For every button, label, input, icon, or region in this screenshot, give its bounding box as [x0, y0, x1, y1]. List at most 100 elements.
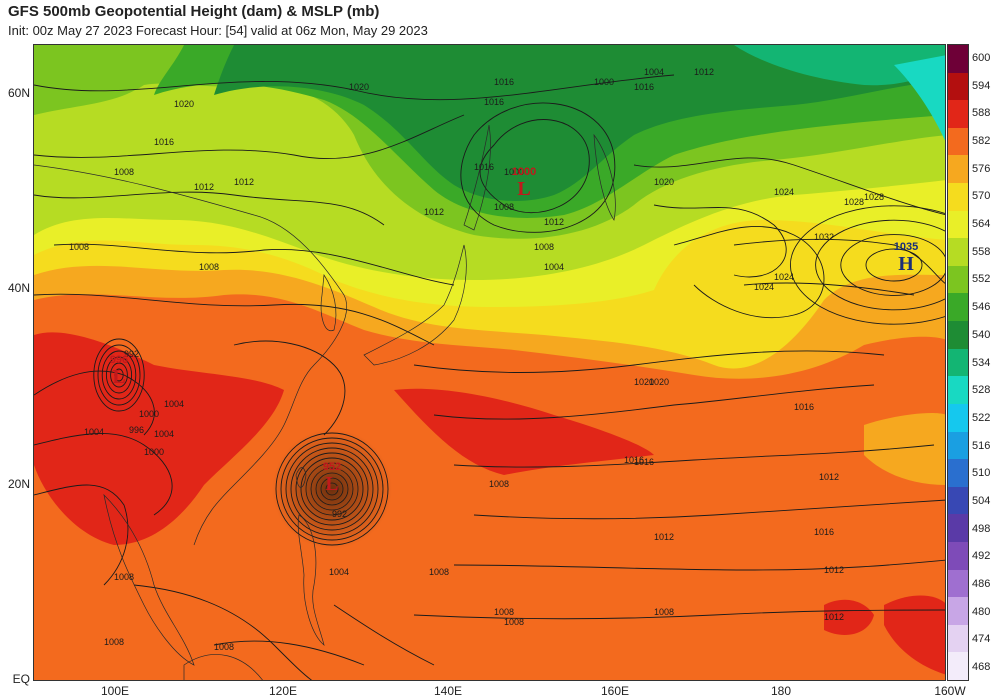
isobar-label: 1004 [154, 429, 174, 439]
isobar-label: 1016 [494, 77, 514, 87]
low-isobar-ring [110, 362, 128, 388]
coastline [183, 654, 263, 680]
coastline [363, 244, 467, 366]
colorbar-level-label: 498 [972, 522, 991, 535]
isobar-label: 1004 [164, 399, 184, 409]
isobar-line [213, 640, 365, 666]
lat-label: EQ [12, 672, 30, 686]
isobar-label: 1004 [544, 262, 564, 272]
isobar-line [133, 584, 313, 680]
height-band-582-east [864, 413, 945, 485]
colorbar-level-label: 576 [972, 162, 991, 175]
isobar-label: 1016 [634, 82, 654, 92]
typhoon-isobar-ring [275, 432, 389, 546]
colorbar-swatch [948, 210, 968, 239]
pressure-center-letter: L [112, 366, 125, 388]
isobar-label: 1016 [154, 137, 174, 147]
isobar-label: 1000 [139, 409, 159, 419]
isobar-label: 1016 [794, 402, 814, 412]
colorbar-swatch [948, 403, 968, 432]
colorbar-level-label: 486 [972, 578, 991, 591]
isobar-label: 1008 [494, 607, 514, 617]
isobar-line [34, 293, 435, 346]
lon-label: 120E [268, 684, 298, 698]
colorbar-swatch [948, 183, 968, 211]
colorbar-swatch [948, 376, 968, 404]
isobar-label: 1008 [494, 202, 514, 212]
isobar-line [453, 559, 945, 571]
isobar-line [743, 282, 915, 296]
colorbar-labels: 600 594 588 582 576 570 564 558 552 546 540 534 528 5… [972, 44, 1000, 681]
isobar-label: 1012 [544, 217, 564, 227]
isobar-label: 1004 [329, 567, 349, 577]
isobar-label: 1008 [114, 572, 134, 582]
isobar-label: 1016 [634, 457, 654, 467]
pressure-center-value: 996 [110, 354, 128, 366]
colorbar-swatch [948, 514, 968, 542]
colorbar-swatch [948, 238, 968, 266]
isobar-line [460, 102, 616, 233]
low-isobar-ring [97, 344, 141, 406]
low-isobar-ring [93, 338, 145, 412]
colorbar-swatch [948, 541, 968, 570]
lon-label: 160W [934, 684, 966, 698]
colorbar-level-label: 552 [972, 273, 991, 286]
colorbar-level-label: 570 [972, 190, 991, 203]
lon-label: 140E [433, 684, 463, 698]
colorbar-swatch [948, 431, 968, 460]
low-isobar-ring [114, 368, 124, 382]
colorbar-level-label: 534 [972, 356, 991, 369]
isobar-label: 1012 [194, 182, 214, 192]
coastline [297, 514, 325, 646]
typhoon-isobars [272, 429, 392, 549]
isobar-line [633, 157, 945, 215]
height-band-540 [734, 45, 945, 86]
height-band-600-se1 [824, 599, 874, 635]
colorbar-swatch [948, 293, 968, 322]
coastline [34, 164, 347, 546]
colorbar-swatch [948, 45, 968, 73]
colorbar-level-label: 594 [972, 79, 991, 92]
lat-label: 40N [7, 281, 30, 295]
isobar-label: 992 [332, 509, 347, 519]
colorbar-level-label: 480 [972, 605, 991, 618]
isobar-label: 996 [129, 425, 144, 435]
chart-subtitle: Init: 00z May 27 2023 Forecast Hour: [54… [8, 23, 428, 38]
isobar-label: 1000 [144, 447, 164, 457]
colorbar-level-label: 582 [972, 134, 991, 147]
isobar-label: 1028 [864, 192, 884, 202]
isobar-line [433, 384, 875, 420]
colorbar-swatch [948, 155, 968, 184]
isobar-line [34, 433, 173, 516]
isobar-lines [34, 74, 945, 680]
isobar-label: 1020 [634, 377, 654, 387]
isobar-label: 1008 [114, 167, 134, 177]
colorbar-level-label: 558 [972, 245, 991, 258]
colorbar-level-label: 588 [972, 107, 991, 120]
height-band-600-se2 [884, 595, 945, 675]
colorbar-level-label: 564 [972, 218, 991, 231]
pressure-center-value: 1000 [512, 166, 536, 178]
isobar-label: 1004 [84, 427, 104, 437]
lon-label: 160E [600, 684, 630, 698]
isobar-line [333, 604, 435, 666]
colorbar-swatch [948, 265, 968, 294]
colorbar-level-label: 516 [972, 439, 991, 452]
isobar-label: 1028 [844, 197, 864, 207]
pressure-center-value: 952 [323, 461, 341, 473]
colorbar-level-label: 468 [972, 661, 991, 674]
isobar-line [673, 226, 825, 319]
coastline [593, 133, 616, 221]
high-isobar-ring [865, 248, 923, 282]
coastlines [34, 124, 616, 680]
lat-label: 20N [7, 477, 30, 491]
isobar-label: 1008 [654, 607, 674, 617]
isobar-label: 1008 [214, 642, 234, 652]
isobar-label: 1008 [199, 262, 219, 272]
isobar-label: 992 [124, 349, 139, 359]
lat-label: 60N [7, 86, 30, 100]
isobar-line [413, 350, 885, 373]
height-band-594-west [34, 332, 284, 545]
